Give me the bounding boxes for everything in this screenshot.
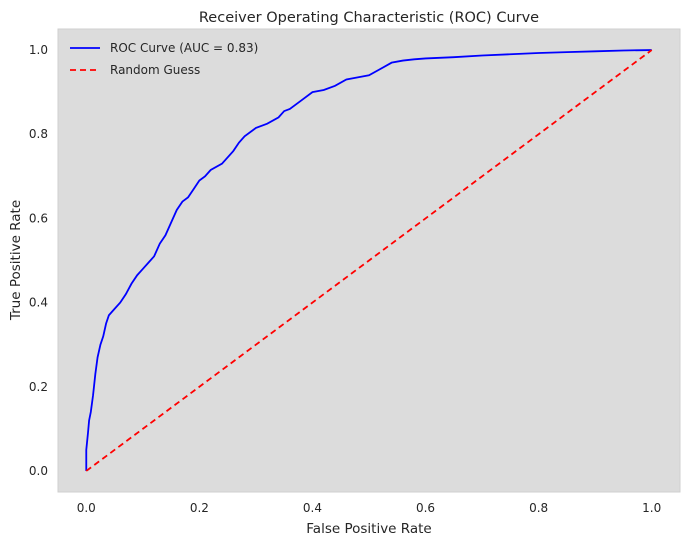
x-tick-labels: 0.0 0.2 0.4 0.6 0.8 1.0 bbox=[77, 501, 662, 515]
legend-box bbox=[63, 35, 273, 83]
y-tick-labels: 0.0 0.2 0.4 0.6 0.8 1.0 bbox=[29, 43, 48, 478]
y-tick-label: 1.0 bbox=[29, 43, 48, 57]
legend-label: ROC Curve (AUC = 0.83) bbox=[110, 41, 258, 55]
roc-curve-line bbox=[85, 49, 652, 471]
x-tick-label: 0.0 bbox=[77, 501, 96, 515]
legend-label: Random Guess bbox=[110, 63, 200, 77]
x-tick-label: 0.4 bbox=[303, 501, 322, 515]
chart-title: Receiver Operating Characteristic (ROC) … bbox=[199, 10, 539, 26]
y-tick-label: 0.2 bbox=[29, 380, 48, 394]
y-tick-label: 0.6 bbox=[29, 211, 48, 225]
series-lines bbox=[85, 49, 653, 472]
x-tick-label: 0.8 bbox=[529, 501, 548, 515]
legend: ROC Curve (AUC = 0.83) Random Guess bbox=[63, 35, 273, 83]
x-tick-label: 1.0 bbox=[642, 501, 661, 515]
x-tick-label: 0.2 bbox=[190, 501, 209, 515]
random-guess-line bbox=[85, 49, 653, 472]
y-axis-label: True Positive Rate bbox=[8, 200, 24, 321]
x-axis-label: False Positive Rate bbox=[306, 521, 431, 537]
y-tick-label: 0.4 bbox=[29, 296, 48, 310]
x-tick-label: 0.6 bbox=[416, 501, 435, 515]
y-tick-label: 0.0 bbox=[29, 464, 48, 478]
y-tick-label: 0.8 bbox=[29, 127, 48, 141]
